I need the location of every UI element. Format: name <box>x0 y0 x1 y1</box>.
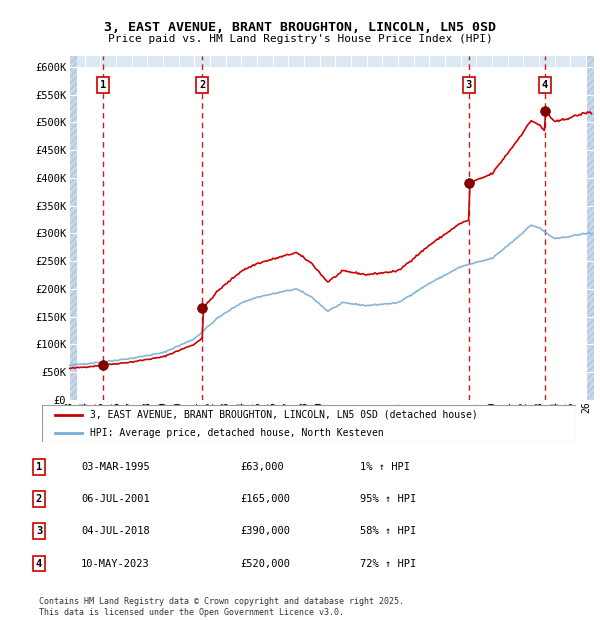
Bar <box>69 317 594 344</box>
Bar <box>69 261 594 289</box>
Bar <box>69 289 594 317</box>
Text: 3: 3 <box>466 79 472 90</box>
Bar <box>69 150 594 178</box>
Text: Price paid vs. HM Land Registry's House Price Index (HPI): Price paid vs. HM Land Registry's House … <box>107 34 493 44</box>
Text: 1: 1 <box>36 462 42 472</box>
Bar <box>69 67 594 95</box>
Bar <box>586 56 594 400</box>
Text: 72% ↑ HPI: 72% ↑ HPI <box>360 559 416 569</box>
Text: Contains HM Land Registry data © Crown copyright and database right 2025.
This d: Contains HM Land Registry data © Crown c… <box>39 598 404 617</box>
Text: 10-MAY-2023: 10-MAY-2023 <box>81 559 150 569</box>
Text: 1% ↑ HPI: 1% ↑ HPI <box>360 462 410 472</box>
Bar <box>69 56 77 400</box>
Text: 3, EAST AVENUE, BRANT BROUGHTON, LINCOLN, LN5 0SD: 3, EAST AVENUE, BRANT BROUGHTON, LINCOLN… <box>104 22 496 34</box>
Text: 2: 2 <box>199 79 205 90</box>
Bar <box>69 95 594 122</box>
Text: 03-MAR-1995: 03-MAR-1995 <box>81 462 150 472</box>
Text: 3: 3 <box>36 526 42 536</box>
Text: 58% ↑ HPI: 58% ↑ HPI <box>360 526 416 536</box>
Text: £165,000: £165,000 <box>240 494 290 504</box>
Bar <box>69 233 594 261</box>
Text: 2: 2 <box>36 494 42 504</box>
Text: 3, EAST AVENUE, BRANT BROUGHTON, LINCOLN, LN5 0SD (detached house): 3, EAST AVENUE, BRANT BROUGHTON, LINCOLN… <box>90 410 478 420</box>
Bar <box>69 206 594 233</box>
Text: £390,000: £390,000 <box>240 526 290 536</box>
Bar <box>69 178 594 206</box>
Text: 4: 4 <box>36 559 42 569</box>
Text: £520,000: £520,000 <box>240 559 290 569</box>
Text: 95% ↑ HPI: 95% ↑ HPI <box>360 494 416 504</box>
Bar <box>69 372 594 400</box>
Text: 1: 1 <box>100 79 106 90</box>
Text: 06-JUL-2001: 06-JUL-2001 <box>81 494 150 504</box>
Text: £63,000: £63,000 <box>240 462 284 472</box>
Bar <box>69 344 594 372</box>
Bar <box>69 122 594 150</box>
Text: 4: 4 <box>542 79 548 90</box>
Text: HPI: Average price, detached house, North Kesteven: HPI: Average price, detached house, Nort… <box>90 428 384 438</box>
Text: 04-JUL-2018: 04-JUL-2018 <box>81 526 150 536</box>
